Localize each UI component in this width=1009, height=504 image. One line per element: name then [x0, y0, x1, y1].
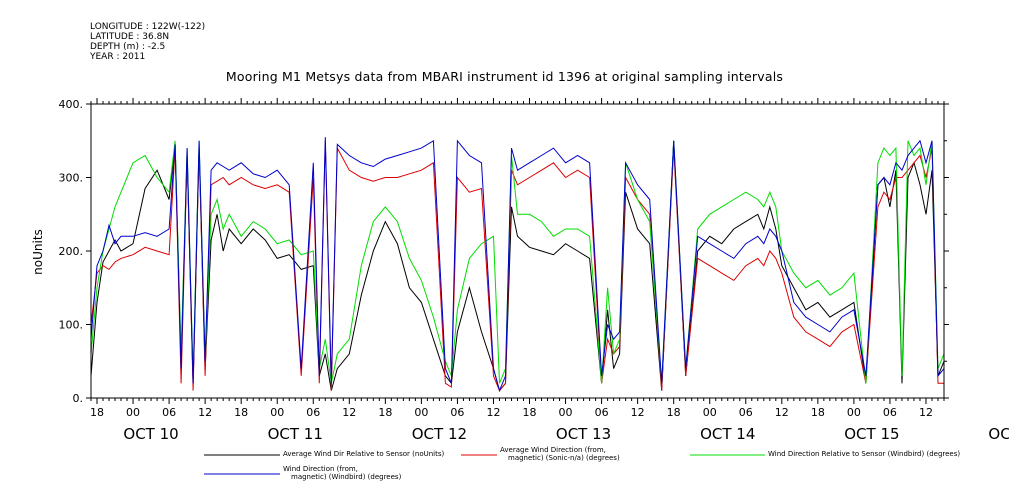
x-date-label: OCT 10 [123, 425, 178, 443]
y-axis-label: noUnits [31, 229, 45, 275]
legend-label-4: Wind Direction (from, magnetic) (Windbird… [283, 465, 402, 481]
x-tick-label: 12 [631, 406, 645, 419]
series-line-4 [91, 137, 944, 393]
x-tick-label: 00 [559, 406, 573, 419]
y-tick-label: 400. [59, 98, 84, 111]
x-tick-label: 00 [414, 406, 428, 419]
x-tick-label: 12 [198, 406, 212, 419]
x-tick-label: 06 [450, 406, 464, 419]
legend-label-line: magnetic) (Windbird) (degrees) [291, 473, 402, 481]
y-tick-label: 100. [59, 319, 84, 332]
x-tick-label: 12 [486, 406, 500, 419]
y-tick-label: 300. [59, 172, 84, 185]
x-tick-label: 00 [847, 406, 861, 419]
x-tick-label: 12 [775, 406, 789, 419]
plot-frame [90, 103, 945, 399]
longitude-text: LONGITUDE : 122W(-122) [90, 22, 206, 32]
x-date-label: OCT 11 [268, 425, 323, 443]
x-tick-label: 00 [126, 406, 140, 419]
x-date-label: OCT 15 [844, 425, 899, 443]
legend-label-1: Average Wind Dir Relative to Sensor (noU… [283, 450, 444, 458]
x-tick-label: 06 [595, 406, 609, 419]
legend-label-line: magnetic) (Sonic-n/a) (degrees) [508, 454, 620, 462]
x-date-label: OCT 16 [988, 425, 1009, 443]
legend-label-2: Average Wind Direction (from, magnetic) (… [500, 446, 620, 462]
x-tick-label: 12 [919, 406, 933, 419]
depth-text: DEPTH (m) : -2.5 [90, 42, 166, 52]
metadata-block: LONGITUDE : 122W(-122) LATITUDE : 36.8N … [90, 22, 205, 62]
series-line-2 [91, 140, 944, 392]
chart-title: Mooring M1 Metsys data from MBARI instru… [225, 69, 784, 84]
x-tick-label: 18 [234, 406, 248, 419]
legend-label-line: Average Wind Direction (from, [500, 446, 606, 454]
x-tick-label: 18 [378, 406, 392, 419]
latitude-text: LATITUDE : 36.8N [90, 32, 170, 42]
x-date-label: OCT 13 [556, 425, 611, 443]
x-date-label: OCT 14 [700, 425, 755, 443]
series-line-3 [91, 140, 944, 384]
legend-label-3: Wind Direction Relative to Sensor (Windb… [768, 450, 960, 458]
x-tick-label: 12 [342, 406, 356, 419]
series-group [91, 137, 944, 393]
x-tick-label: 18 [667, 406, 681, 419]
x-tick-label: 18 [811, 406, 825, 419]
x-tick-label: 00 [703, 406, 717, 419]
x-tick-label: 06 [883, 406, 897, 419]
legend-label-line: Wind Direction (from, [283, 465, 358, 473]
series-line-1 [91, 140, 944, 392]
x-tick-label: 06 [739, 406, 753, 419]
y-tick-label: 0. [73, 392, 84, 405]
y-tick-label: 200. [59, 245, 84, 258]
x-tick-label: 18 [523, 406, 537, 419]
x-tick-label: 00 [270, 406, 284, 419]
x-date-label: OCT 12 [412, 425, 467, 443]
x-tick-label: 18 [90, 406, 104, 419]
x-tick-label: 06 [306, 406, 320, 419]
x-tick-label: 06 [162, 406, 176, 419]
year-text: YEAR : 2011 [90, 52, 146, 62]
